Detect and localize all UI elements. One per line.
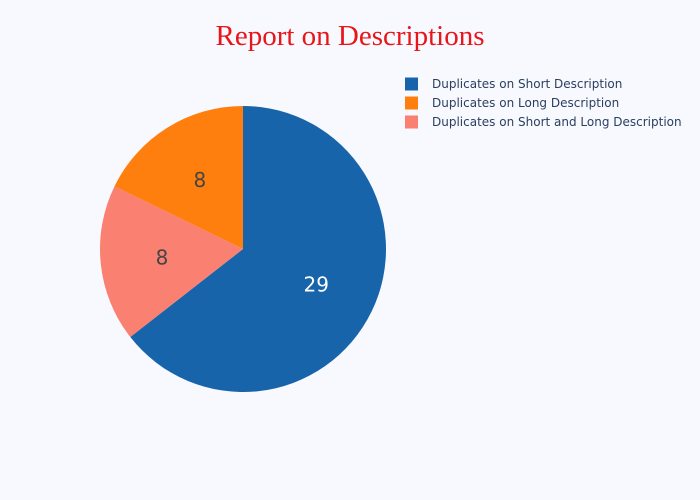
legend-swatch (405, 115, 418, 129)
legend: Duplicates on Short Description Duplicate… (405, 77, 682, 129)
pie-slice-duplicates-on-long-description[interactable] (114, 106, 244, 249)
slice-value-label: 29 (304, 273, 329, 297)
legend-label: Duplicates on Long Description (432, 96, 619, 110)
chart-title: Report on Descriptions (215, 20, 484, 52)
legend-item[interactable]: Duplicates on Long Description (405, 96, 619, 110)
slice-value-label: 8 (156, 246, 169, 270)
legend-swatch (405, 77, 418, 91)
pie-slice-duplicates-on-short-and-long-description[interactable] (100, 186, 244, 338)
legend-item[interactable]: Duplicates on Short Description (405, 77, 622, 91)
pie-slice-duplicates-on-short-description[interactable] (130, 106, 387, 393)
slice-value-label: 8 (193, 168, 206, 192)
pie-slice-labels: 29 8 8 (156, 168, 329, 297)
legend-label: Duplicates on Short and Long Description (432, 115, 682, 129)
legend-label: Duplicates on Short Description (432, 77, 622, 91)
pie-slices (100, 106, 387, 393)
legend-item[interactable]: Duplicates on Short and Long Description (405, 115, 682, 129)
legend-swatch (405, 96, 418, 110)
